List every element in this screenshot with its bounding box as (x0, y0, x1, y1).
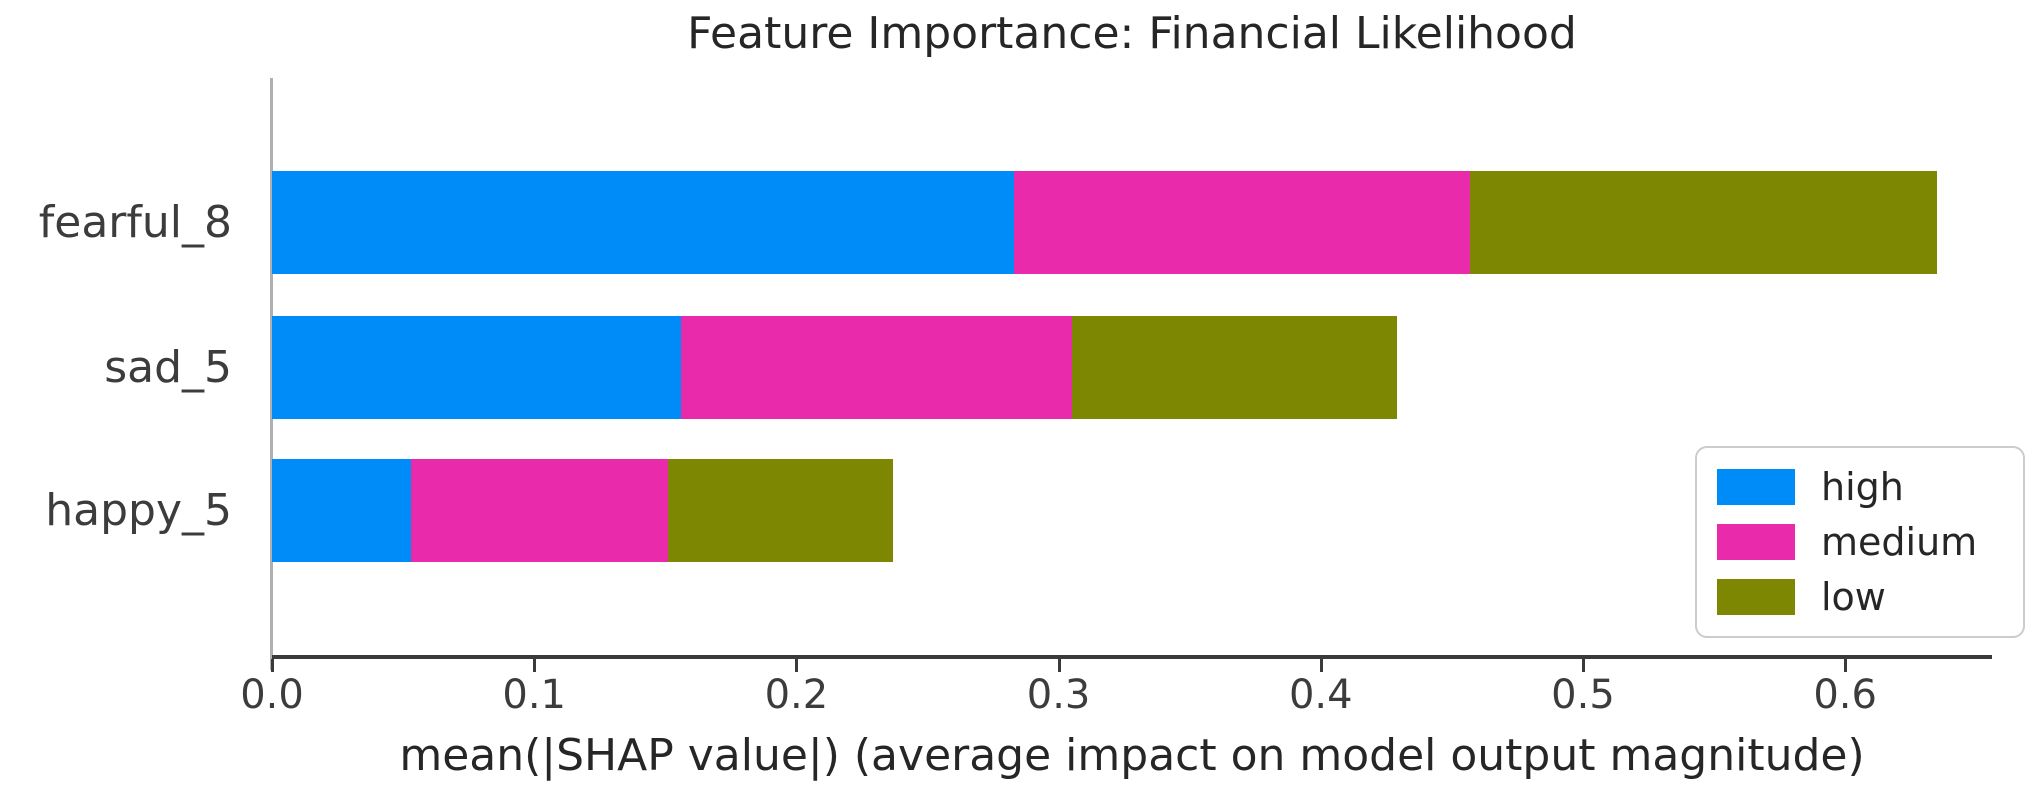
legend-swatch-medium (1717, 524, 1795, 560)
x-tick-label-0.6: 0.6 (1813, 672, 1877, 718)
x-axis-label: mean(|SHAP value|) (average impact on mo… (399, 730, 1865, 781)
legend-label-high: high (1821, 465, 1904, 509)
x-tick-label-0.0: 0.0 (240, 672, 304, 718)
bar-row-fearful_8 (272, 171, 1992, 274)
legend: high medium low (1695, 446, 2025, 638)
x-tick-mark-0.3 (1057, 659, 1061, 672)
bar-segment-fearful_8-low (1470, 171, 1937, 274)
bar-row-sad_5 (272, 316, 1992, 419)
x-axis-line (272, 655, 1992, 659)
legend-item-low: low (1717, 575, 2003, 619)
x-tick-mark-0.0 (271, 659, 274, 672)
y-tick-label-sad_5: sad_5 (104, 342, 232, 393)
x-tick-mark-0.2 (795, 659, 799, 672)
legend-item-high: high (1717, 465, 2003, 509)
legend-label-medium: medium (1821, 520, 1978, 564)
legend-label-low: low (1821, 575, 1886, 619)
bar-segment-happy_5-high (272, 459, 411, 562)
legend-swatch-low (1717, 579, 1795, 615)
bar-segment-fearful_8-high (272, 171, 1014, 274)
x-tick-mark-0.1 (533, 659, 537, 672)
legend-item-medium: medium (1717, 520, 2003, 564)
plot-area (270, 78, 1992, 670)
x-tick-label-0.5: 0.5 (1551, 672, 1615, 718)
bar-segment-sad_5-low (1071, 316, 1397, 419)
x-tick-mark-0.6 (1844, 659, 1848, 672)
x-tick-mark-0.5 (1581, 659, 1585, 672)
x-tick-label-0.4: 0.4 (1288, 672, 1353, 718)
chart-title: Feature Importance: Financial Likelihood (687, 8, 1577, 59)
bar-segment-happy_5-medium (410, 459, 668, 562)
bar-row-happy_5 (272, 459, 1992, 562)
bar-segment-sad_5-medium (681, 316, 1072, 419)
x-tick-mark-0.4 (1319, 659, 1323, 672)
y-axis-spine (270, 78, 273, 670)
bar-segment-fearful_8-medium (1014, 171, 1471, 274)
legend-swatch-high (1717, 469, 1795, 505)
x-tick-label-0.3: 0.3 (1026, 672, 1091, 718)
x-tick-label-0.1: 0.1 (502, 672, 566, 718)
bar-segment-sad_5-high (272, 316, 682, 419)
y-tick-label-fearful_8: fearful_8 (38, 197, 232, 248)
y-tick-label-happy_5: happy_5 (45, 485, 232, 536)
bar-segment-happy_5-low (667, 459, 894, 562)
x-tick-label-0.2: 0.2 (764, 672, 829, 718)
